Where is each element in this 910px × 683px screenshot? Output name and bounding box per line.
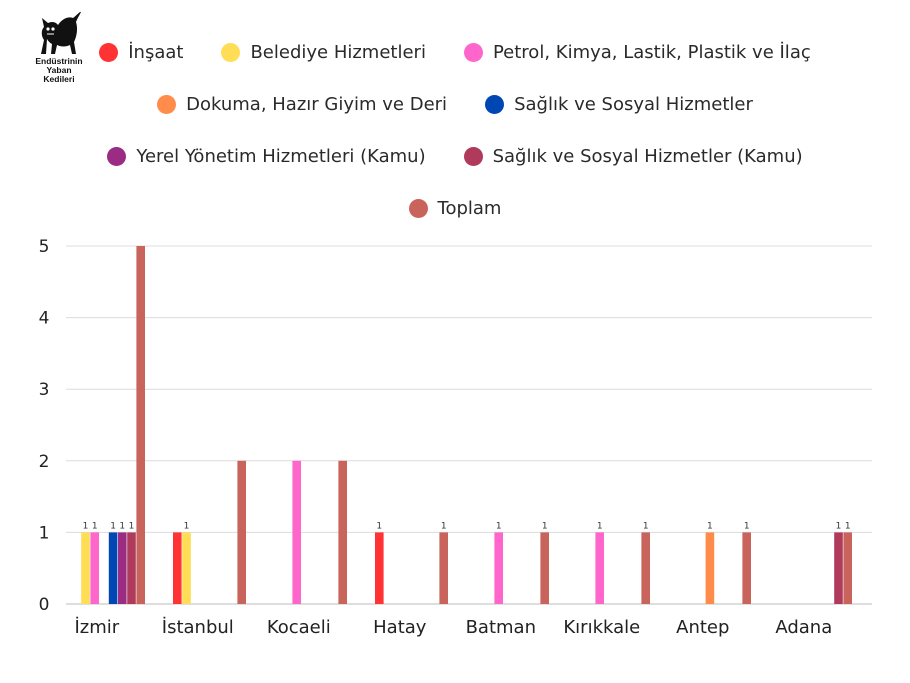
data-label: 1 [643,521,649,531]
black-cat-icon [41,11,81,55]
bar-1-1 [182,532,191,604]
legend-item-yerel-yonetim: Yerel Yönetim Hizmetleri (Kamu) [107,145,426,167]
data-label: 1 [129,521,135,531]
legend-swatch [463,42,483,62]
data-label: 1 [119,521,125,531]
legend: İnşaat Belediye Hizmetleri Petrol, Kimya… [0,26,910,234]
legend-swatch [107,146,127,166]
logo: Endüstrinin Yaban Kedileri [28,10,90,84]
data-label: 1 [184,521,190,531]
legend-swatch [157,94,177,114]
data-label: 1 [542,521,548,531]
x-tick-label: Antep [676,617,729,638]
y-tick-label: 0 [39,595,50,615]
y-tick-label: 3 [39,380,50,400]
bar-1-7 [237,460,246,604]
legend-row: Toplam [0,182,910,234]
data-label: 1 [92,521,98,531]
y-tick-label: 2 [39,452,50,472]
legend-swatch [99,42,119,62]
bar-0-7 [136,246,145,604]
legend-swatch [221,42,241,62]
bar-5-7 [641,532,650,604]
data-label: 1 [441,521,447,531]
legend-item-petrol: Petrol, Kimya, Lastik, Plastik ve İlaç [463,41,811,63]
bar-3-0 [375,532,384,604]
legend-item-belediye: Belediye Hizmetleri [221,42,426,63]
bar-3-7 [439,532,448,604]
legend-item-insaat: İnşaat [99,42,183,63]
x-tick-label: İzmir [74,617,119,638]
x-tick-label: Hatay [373,617,427,638]
bar-2-2 [292,460,301,604]
y-tick-label: 1 [39,523,50,543]
x-tick-label: İstanbul [162,617,234,638]
legend-item-toplam: Toplam [408,197,502,219]
bar-6-3 [705,532,715,604]
x-tick-label: Adana [775,617,832,638]
bar-4-7 [540,532,549,604]
x-tick-label: Kocaeli [267,617,331,638]
legend-label: Petrol, Kimya, Lastik, Plastik ve İlaç [492,41,811,63]
x-tick-label: Kırıkkale [563,617,640,638]
data-label: 1 [496,521,502,531]
y-tick-label: 5 [39,237,50,257]
bar-2-7 [338,460,347,604]
bar-4-2 [494,532,503,604]
bar-0-2 [90,532,99,604]
legend-row: Dokuma, Hazır Giyim ve Deri Sağlık ve So… [0,78,910,130]
bar-5-2 [595,532,604,604]
data-label: 1 [597,521,603,531]
x-tick-label: Batman [466,617,536,638]
bar-0-4 [108,532,118,604]
data-label: 1 [83,521,89,531]
legend-label: Yerel Yönetim Hizmetleri (Kamu) [136,145,426,167]
logo-text: Endüstrinin Yaban Kedileri [35,56,83,84]
data-label: 1 [376,521,382,531]
legend-row: İnşaat Belediye Hizmetleri Petrol, Kimya… [0,26,910,78]
data-label: 1 [744,521,750,531]
data-label: 1 [836,521,842,531]
legend-label: İnşaat [128,41,184,63]
legend-label: Sağlık ve Sosyal Hizmetler [514,93,753,115]
bar-0-6 [127,532,136,604]
legend-label: Toplam [437,197,502,219]
legend-swatch [408,198,428,218]
legend-row: Yerel Yönetim Hizmetleri (Kamu) Sağlık v… [0,130,910,182]
legend-label: Dokuma, Hazır Giyim ve Deri [186,93,448,115]
data-label: 1 [707,521,713,531]
legend-item-dokuma: Dokuma, Hazır Giyim ve Deri [157,94,447,115]
bar-0-1 [81,532,90,604]
legend-swatch [485,94,505,114]
bar-7-7 [843,532,852,604]
bar-6-7 [742,532,751,604]
bar-1-0 [173,532,182,604]
data-label: 1 [110,521,116,531]
bar-7-6 [834,532,843,604]
y-tick-label: 4 [39,309,50,329]
legend-item-saglik: Sağlık ve Sosyal Hizmetler [485,94,753,115]
bar-0-5 [118,532,127,604]
legend-swatch [463,146,483,166]
legend-label: Belediye Hizmetleri [250,41,426,63]
data-label: 1 [845,521,851,531]
legend-item-saglik-kamu: Sağlık ve Sosyal Hizmetler (Kamu) [463,145,803,167]
legend-label: Sağlık ve Sosyal Hizmetler (Kamu) [492,145,803,167]
